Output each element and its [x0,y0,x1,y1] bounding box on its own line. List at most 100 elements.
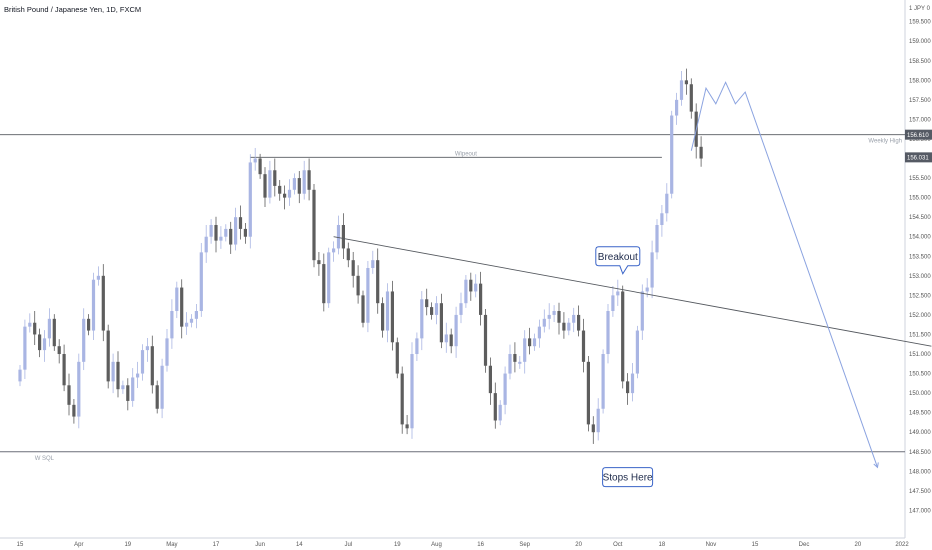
candle-body[interactable] [626,381,630,394]
candle-body[interactable] [47,318,51,339]
candle-body[interactable] [395,342,399,374]
candle-body[interactable] [346,248,350,261]
candle-body[interactable] [62,354,66,386]
candle-body[interactable] [537,326,541,339]
candle-body[interactable] [528,338,532,347]
candle-body[interactable] [327,252,331,304]
candle-body[interactable] [400,373,404,425]
stops-here-callout[interactable] [602,467,654,488]
candle-body[interactable] [189,318,194,323]
candle-body[interactable] [577,314,581,331]
breakout-callout[interactable] [595,246,641,275]
candle-body[interactable] [361,295,365,323]
candle-body[interactable] [351,260,355,276]
candle-body[interactable] [302,170,306,194]
candle-body[interactable] [611,295,615,312]
candle-body[interactable] [479,283,483,315]
candle-body[interactable] [425,299,429,308]
candle-body[interactable] [679,80,684,100]
candle-body[interactable] [689,84,693,112]
candle-body[interactable] [376,260,380,304]
candle-body[interactable] [312,189,316,261]
candle-body[interactable] [209,224,213,237]
candle-body[interactable] [238,217,243,229]
candle-body[interactable] [439,303,443,343]
candle-body[interactable] [322,264,326,304]
candle-body[interactable] [185,322,189,327]
time-axis[interactable]: 15 Apr 19 May 17 Jun 14 Jul 19 Aug 16 Sep 20 Oct 18 Nov… [17,542,910,548]
candle-body[interactable] [28,322,32,327]
candle-body[interactable] [405,424,409,429]
candle-body[interactable] [420,299,424,339]
candle-body[interactable] [332,248,336,253]
candle-body[interactable] [601,354,605,409]
candle-body[interactable] [287,189,292,198]
drawings[interactable]: Breakout Stops Here Weekly High Wipeout W SQ… [35,81,932,488]
candle-body[interactable] [523,338,527,362]
candle-body[interactable] [175,287,179,312]
candle-body[interactable] [513,354,517,362]
candle-body[interactable] [253,158,257,163]
candle-body[interactable] [371,260,375,268]
candle-body[interactable] [483,314,488,366]
candle-body[interactable] [670,115,674,194]
candle-body[interactable] [165,338,169,366]
trend-line[interactable] [333,236,932,347]
candle-body[interactable] [131,377,135,401]
candle-body[interactable] [82,318,86,362]
price-axis[interactable]: 1 JPY 0 147.000 147.500 148.000 148.500 149.0… [905,6,932,514]
candle-body[interactable] [415,338,419,355]
candle-body[interactable] [385,291,390,331]
candle-body[interactable] [410,354,414,429]
candle-body[interactable] [645,287,649,292]
price-badge[interactable] [905,129,932,140]
candle-body[interactable] [498,404,502,421]
candle-body[interactable] [229,228,233,245]
candle-body[interactable] [204,236,208,253]
candle-body[interactable] [224,228,228,237]
candle-body[interactable] [547,314,551,319]
price-badge[interactable] [905,152,932,163]
candle-body[interactable] [23,326,27,370]
candle-body[interactable] [170,311,174,339]
candle-body[interactable] [390,291,394,343]
candle-body[interactable] [145,346,149,351]
candle-body[interactable] [67,385,71,405]
candle-body[interactable] [140,350,145,374]
candle-body[interactable] [684,80,688,85]
candle-body[interactable] [596,408,600,433]
candle-body[interactable] [660,213,664,225]
candle-body[interactable] [273,170,277,186]
candle-body[interactable] [150,346,154,386]
candle-body[interactable] [699,146,703,159]
candle-body[interactable] [126,385,130,401]
candle-body[interactable] [278,185,282,194]
candle-body[interactable] [640,291,644,331]
candle-body[interactable] [650,252,654,288]
candle-body[interactable] [606,311,610,355]
candle-body[interactable] [292,178,296,190]
candle-body[interactable] [508,354,512,374]
candle-body[interactable] [381,303,385,331]
candle-body[interactable] [341,224,345,249]
candle-body[interactable] [552,311,556,315]
candle-body[interactable] [72,404,76,417]
candle-body[interactable] [121,385,125,390]
candle-body[interactable] [356,275,360,296]
candles[interactable] [18,68,703,444]
candle-body[interactable] [430,307,434,315]
candle-body[interactable] [557,311,561,323]
candle-body[interactable] [219,236,223,241]
candle-body[interactable] [581,330,586,362]
candle-body[interactable] [116,361,120,390]
projection-path[interactable] [690,81,878,468]
candle-body[interactable] [38,334,42,351]
candle-body[interactable] [136,373,140,378]
candle-body[interactable] [307,170,311,190]
candle-body[interactable] [194,311,198,319]
candle-body[interactable] [449,334,453,347]
candle-body[interactable] [616,291,620,296]
candle-body[interactable] [454,314,458,347]
candle-body[interactable] [336,224,341,249]
candle-body[interactable] [91,279,96,331]
